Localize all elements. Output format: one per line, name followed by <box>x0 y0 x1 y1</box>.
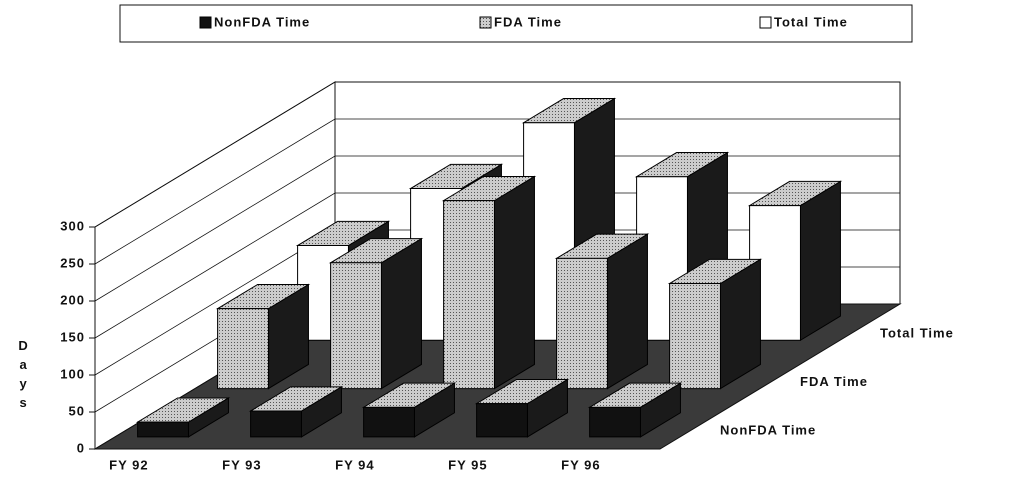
y-tick-label: 0 <box>77 440 85 455</box>
x-tick-label: FY 95 <box>448 457 487 472</box>
y-tick-label: 250 <box>60 255 85 270</box>
bar <box>589 406 641 438</box>
x-tick-label: FY 93 <box>222 457 261 472</box>
depth-label: FDA Time <box>800 374 868 389</box>
y-tick-label: 150 <box>60 329 85 344</box>
legend-swatch <box>199 16 212 29</box>
bar <box>749 205 801 341</box>
legend-swatch <box>479 16 492 29</box>
legend-swatch <box>759 16 772 29</box>
y-axis-label: Days <box>16 338 31 414</box>
depth-label: NonFDA Time <box>720 422 816 437</box>
x-tick-label: FY 94 <box>335 457 374 472</box>
grid-line <box>94 118 900 265</box>
bar <box>556 257 608 390</box>
legend-label: Total Time <box>774 14 848 29</box>
legend-label: FDA Time <box>494 14 562 29</box>
bar <box>476 403 528 438</box>
bar <box>137 421 189 438</box>
legend-box <box>119 4 913 43</box>
bar <box>330 262 382 390</box>
y-tick-label: 300 <box>60 218 85 233</box>
y-tick-label: 50 <box>69 403 85 418</box>
y-tick-label: 100 <box>60 366 85 381</box>
bar-side <box>493 175 535 390</box>
x-tick-label: FY 96 <box>561 457 600 472</box>
bar-side <box>380 237 422 390</box>
bar <box>217 308 269 390</box>
bar <box>443 200 495 390</box>
x-tick-label: FY 92 <box>109 457 148 472</box>
bar-side <box>799 180 841 342</box>
y-tick-label: 200 <box>60 292 85 307</box>
depth-label: Total Time <box>880 326 954 341</box>
legend-label: NonFDA Time <box>214 14 310 29</box>
grid-line <box>94 81 900 228</box>
bar-side <box>606 233 648 390</box>
bar <box>669 283 721 390</box>
bar <box>250 410 302 438</box>
bar <box>363 406 415 438</box>
